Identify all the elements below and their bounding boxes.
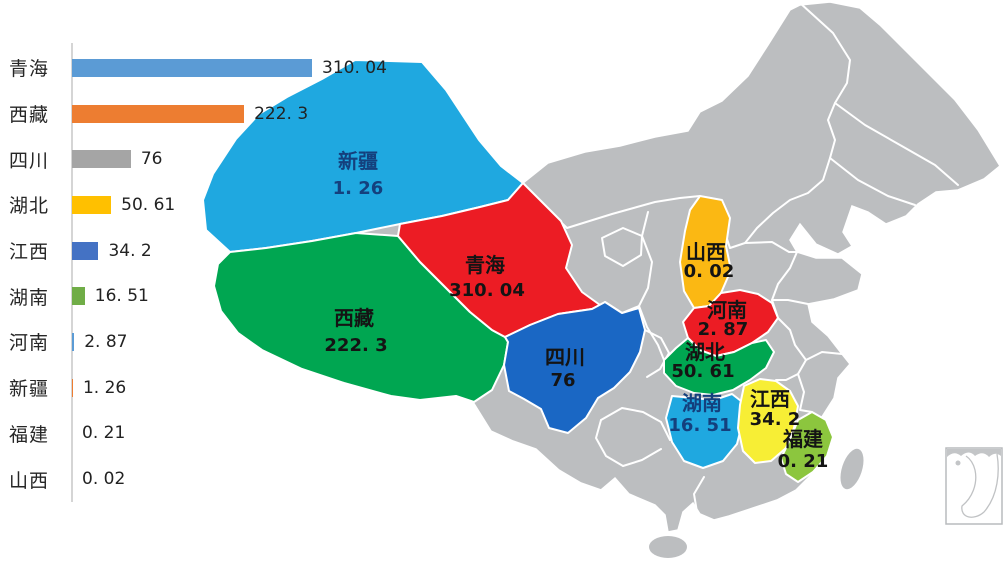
bar-value-label: 222. 3 [254, 103, 309, 124]
map-label-name: 青海 [465, 253, 505, 277]
bar-row: 山西 0. 02 [0, 456, 430, 502]
map-label-name: 山西 [686, 240, 726, 264]
map-label-value: 2. 87 [698, 319, 749, 340]
map-label-name: 湖北 [685, 340, 725, 364]
map-label-value: 1. 26 [333, 178, 384, 199]
bar-value-label: 2. 87 [84, 331, 128, 352]
map-label-name: 福建 [782, 427, 823, 451]
bar-chart-axis [71, 43, 73, 502]
bar [72, 150, 131, 169]
map-label-name: 四川 [545, 345, 585, 369]
map-label-name: 江西 [750, 387, 790, 411]
map-label-value: 50. 61 [671, 361, 734, 382]
bar-category-label: 山西 [9, 469, 50, 492]
bar-row: 江西 34. 2 [0, 228, 430, 274]
province-fujian [780, 411, 834, 483]
bar [72, 332, 75, 351]
bar-value-label: 310. 04 [322, 57, 387, 78]
bar [72, 378, 73, 397]
province-hubei [663, 337, 775, 396]
map-label-name: 河南 [707, 298, 747, 322]
map-label-value: 0. 02 [684, 261, 735, 282]
bar-category-label: 新疆 [9, 378, 50, 401]
bar-category-label: 湖南 [9, 286, 50, 309]
bar-row: 青海 310. 04 [0, 45, 430, 91]
south-china-sea-inset [945, 447, 1003, 525]
province-sichuan [503, 301, 646, 434]
highlighted-provinces [202, 59, 834, 483]
bar-value-label: 1. 26 [82, 377, 127, 398]
bar-row: 四川 76 [0, 136, 430, 182]
bar-category-label: 四川 [9, 149, 50, 172]
bar [72, 195, 112, 214]
map-label-name: 湖南 [682, 391, 722, 415]
bar-rows: 青海 310. 04 西藏 222. 3 四川 76 湖北 50. 61 江西 34. 2 湖南 16… [0, 45, 430, 502]
bar-category-label: 青海 [9, 58, 50, 81]
bar [72, 58, 312, 77]
bar-row: 湖北 50. 61 [0, 182, 430, 228]
bar [72, 104, 245, 123]
bar-value-label: 0. 02 [82, 469, 126, 490]
map-label-value: 0. 21 [778, 451, 829, 472]
bar-category-label: 江西 [9, 241, 50, 264]
bar-row: 湖南 16. 51 [0, 273, 430, 319]
bar-value-label: 0. 21 [82, 423, 126, 444]
bar [72, 241, 99, 260]
bar-category-label: 湖北 [9, 195, 50, 218]
bar-row: 西藏 222. 3 [0, 91, 430, 137]
map-label-name: 西藏 [334, 306, 374, 330]
island-taiwan [840, 448, 864, 490]
map-label-value: 34. 2 [750, 409, 801, 430]
map-label-value: 222. 3 [324, 335, 387, 356]
bar-category-label: 河南 [9, 332, 50, 355]
bar-value-label: 34. 2 [108, 240, 152, 261]
bar-value-label: 76 [140, 149, 163, 170]
bar-value-label: 50. 61 [121, 194, 176, 215]
bar-category-label: 福建 [9, 423, 50, 446]
map-label-value: 76 [550, 370, 575, 391]
province-hunan [665, 393, 744, 469]
map-label-name: 新疆 [338, 149, 378, 173]
bar [72, 287, 85, 306]
island-hainan [649, 536, 687, 558]
map-label-value: 16. 51 [668, 415, 731, 436]
bar-row: 新疆 1. 26 [0, 365, 430, 411]
bar-value-label: 16. 51 [94, 286, 149, 307]
province-borders [522, 2, 959, 513]
bar-category-label: 西藏 [9, 104, 50, 127]
bar-row: 河南 2. 87 [0, 319, 430, 365]
bar-row: 福建 0. 21 [0, 411, 430, 457]
bar-chart: 青海 310. 04 西藏 222. 3 四川 76 湖北 50. 61 江西 34. 2 湖南 16… [0, 45, 430, 502]
map-label-value: 310. 04 [449, 280, 525, 301]
